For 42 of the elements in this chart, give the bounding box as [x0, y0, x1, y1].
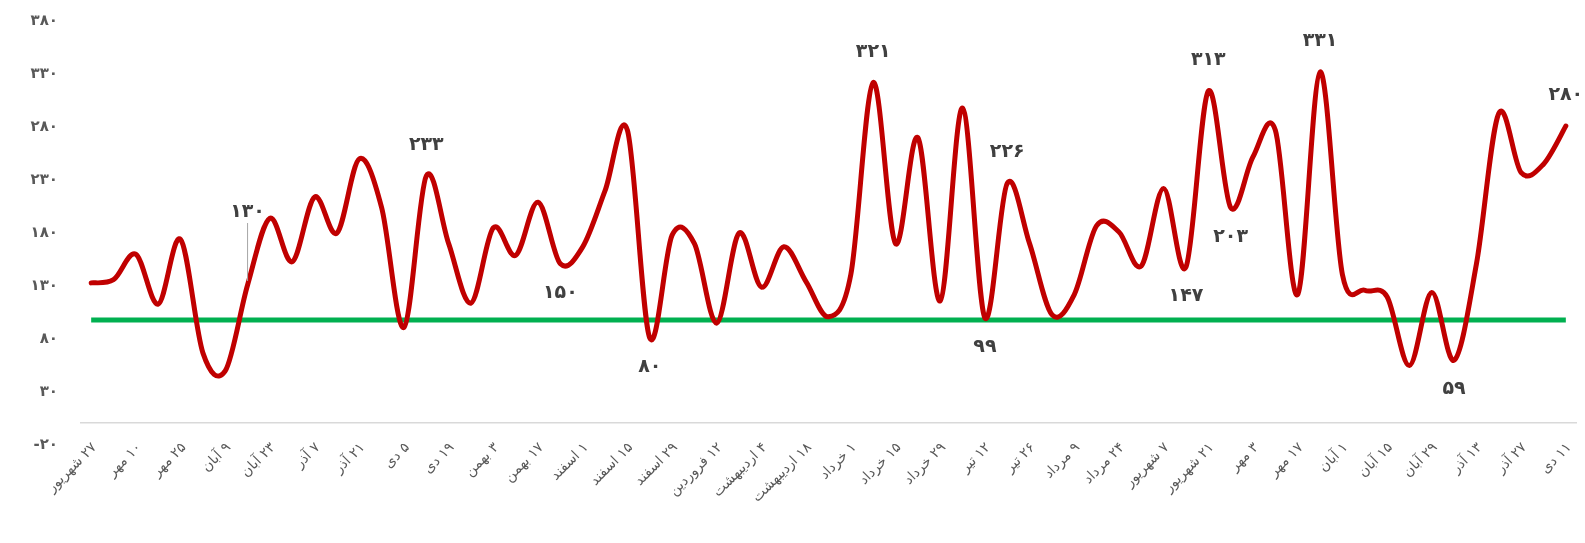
x-tick-label: ۵ دی	[380, 438, 413, 471]
x-tick-label: ۲۹ آبان	[1398, 438, 1440, 480]
x-tick-label: ۳ بهمن	[461, 438, 503, 480]
data-label: ۲۲۶	[989, 139, 1025, 162]
x-tick-label: ۲۶ تیر	[1000, 438, 1039, 477]
x-tick-label: ۱۰ مهر	[102, 438, 145, 481]
data-label: ۱۴۷	[1168, 282, 1204, 305]
data-label: ۱۳۰	[230, 199, 265, 221]
x-tick-label: ۱ آبان	[1314, 438, 1351, 475]
y-tick-label: ۲۳۰	[30, 170, 58, 188]
data-label: ۳۲۱	[855, 38, 891, 61]
y-tick-label: ۳۰	[39, 382, 58, 400]
y-tick-label: ۱۳۰	[30, 276, 58, 294]
x-tick-label: ۲۷ آذر	[1491, 438, 1531, 478]
y-tick-label: ۸۰	[39, 329, 58, 347]
y-tick-label: ۲۸۰	[30, 117, 58, 135]
x-tick-label: ۱۳ آذر	[1446, 438, 1486, 478]
y-tick-label: ۳۸۰	[30, 11, 58, 29]
x-tick-label: ۲۵ مهر	[147, 438, 190, 481]
x-tick-label: ۱۹ دی	[419, 438, 457, 477]
x-tick-label: ۱۱ دی	[1536, 438, 1574, 477]
y-tick-label: ۱۸۰	[30, 223, 58, 241]
y-tick-label: ۳۳۰	[30, 64, 58, 82]
data-label: ۵۹	[1442, 376, 1467, 399]
x-tick-label: ۱۷ مهر	[1264, 438, 1307, 481]
x-tick-label: ۲۳ آبان	[237, 438, 279, 480]
data-label: ۲۰۳	[1213, 223, 1249, 246]
x-tick-label: ۲۱ آذر	[329, 438, 369, 478]
x-tick-label: ۱۷ بهمن	[500, 438, 548, 486]
x-tick-label: ۷ آذر	[290, 438, 324, 472]
data-label: ۲۸۰	[1548, 82, 1584, 104]
data-label: ۸۰	[638, 354, 662, 376]
x-tick-label: ۱۵ آبان	[1354, 438, 1396, 480]
x-tick-label: ۹ آبان	[197, 438, 234, 475]
data-label: ۲۳۳	[408, 131, 445, 154]
data-label: ۱۵۰	[542, 279, 578, 302]
data-label: ۳۱۳	[1190, 47, 1227, 70]
x-tick-label: ۱۲ تیر	[956, 438, 994, 477]
data-label: ۹۹	[973, 333, 997, 356]
x-tick-label: ۳ مهر	[1225, 438, 1263, 476]
data-label: ۳۳۱	[1302, 27, 1338, 50]
y-tick-label: -۲۰	[33, 435, 58, 453]
